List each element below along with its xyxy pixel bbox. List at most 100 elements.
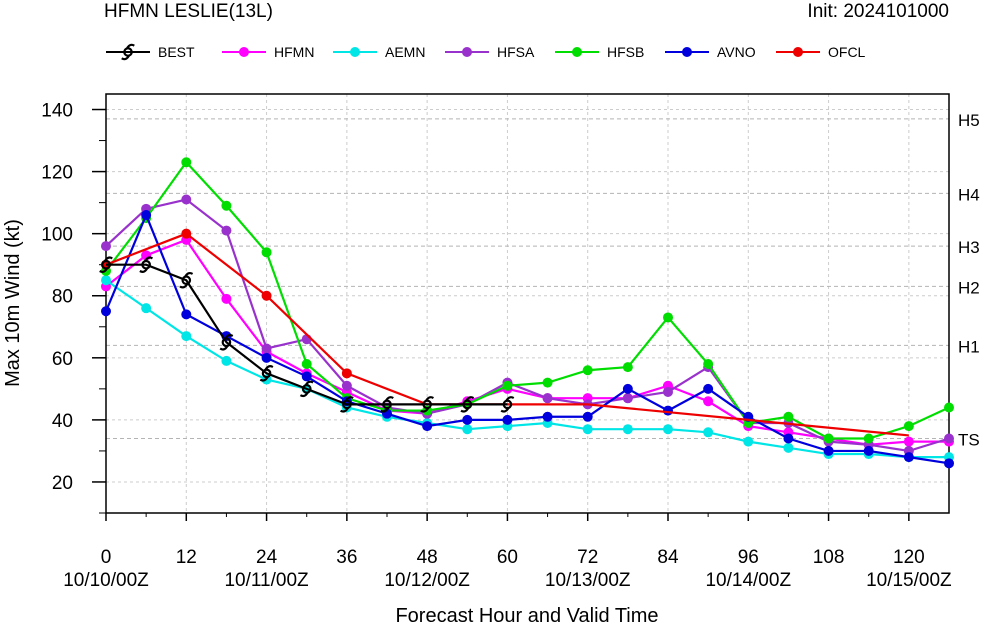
data-point — [301, 359, 312, 370]
x-tick-label: 60 — [497, 547, 518, 568]
data-point — [622, 393, 633, 404]
best-marker-arm — [264, 365, 274, 371]
best-marker-arm — [139, 267, 149, 273]
x-tick-label: 0 — [101, 547, 112, 568]
legend: BEST HFMN AEMN HFSA HFSB AVNO OFCL — [106, 43, 866, 61]
x-tick-label: 12 — [176, 547, 197, 568]
data-point — [582, 424, 593, 435]
series-line — [104, 212, 950, 465]
y-tick-label: 100 — [41, 225, 73, 246]
data-point — [460, 396, 475, 413]
series-best — [99, 256, 515, 413]
best-marker-arm — [121, 54, 131, 61]
series-line — [105, 238, 949, 446]
x-tick-label: 96 — [738, 547, 759, 568]
x-tick-label: 36 — [336, 547, 357, 568]
best-marker-arm — [460, 407, 470, 413]
data-point — [944, 433, 954, 444]
x-date-label: 10/12/00Z — [384, 570, 470, 591]
legend-swatch-marker — [572, 47, 582, 57]
data-point — [101, 275, 111, 286]
axes: 0 12 24 36 48 60 72 84 96 108 120 10/10/00Z 10/11/00… — [41, 101, 952, 591]
x-tick-label: 24 — [256, 547, 278, 568]
data-point — [462, 414, 473, 425]
x-tick-label: 108 — [813, 547, 845, 568]
data-point — [663, 386, 673, 397]
data-point — [221, 355, 232, 366]
data-point — [221, 293, 232, 304]
x-date-label: 10/11/00Z — [224, 570, 309, 591]
data-point — [99, 256, 113, 273]
data-point — [863, 445, 874, 456]
data-point — [703, 427, 714, 438]
category-label: H3 — [958, 238, 980, 257]
y-tick-label: 40 — [52, 411, 73, 432]
best-marker-arm — [339, 407, 350, 413]
x-date-label: 10/15/00Z — [866, 570, 952, 591]
data-point — [743, 436, 754, 447]
best-marker-arm — [304, 380, 314, 387]
data-point — [582, 411, 593, 422]
best-marker-arm — [505, 396, 515, 402]
best-marker-arm — [465, 396, 475, 402]
data-point — [542, 393, 553, 404]
x-date-label: 10/13/00Z — [545, 570, 631, 591]
data-point — [420, 396, 435, 413]
data-point — [462, 424, 473, 435]
data-point — [622, 424, 633, 435]
data-point — [663, 405, 673, 416]
data-point — [181, 157, 192, 168]
series-line — [105, 198, 950, 453]
y-tick-label: 20 — [52, 473, 73, 494]
legend-swatch-marker — [682, 47, 692, 57]
legend-item-best: BEST — [106, 43, 195, 61]
data-point — [783, 442, 794, 453]
data-point — [179, 271, 194, 289]
data-point — [259, 365, 274, 382]
legend-item-ofcl: OFCL — [776, 44, 866, 60]
category-label: H1 — [958, 337, 980, 356]
category-label: TS — [958, 431, 980, 450]
data-point — [502, 414, 513, 425]
data-point — [542, 411, 553, 422]
data-point — [663, 424, 673, 435]
best-marker-arm — [224, 334, 234, 340]
x-date-label: 10/14/00Z — [705, 570, 791, 591]
best-marker-arm — [420, 407, 430, 413]
x-tick-label: 120 — [893, 547, 925, 568]
data-point — [219, 334, 234, 351]
data-point — [944, 402, 954, 413]
best-marker-arm — [184, 271, 194, 278]
y-tick-label: 140 — [41, 101, 73, 122]
data-point — [339, 396, 354, 413]
best-marker-arm — [259, 376, 269, 382]
data-point — [502, 380, 513, 391]
best-marker-arm — [99, 267, 109, 273]
data-point — [823, 445, 834, 456]
x-axis-label: Forecast Hour and Valid Time — [395, 605, 658, 624]
legend-item-hfmn: HFMN — [222, 44, 314, 60]
x-tick-label: 48 — [417, 547, 438, 568]
best-marker-arm — [384, 396, 394, 402]
y-tick-label: 120 — [41, 163, 73, 184]
best-marker-arm — [380, 407, 390, 413]
data-point — [221, 200, 232, 211]
best-marker-arm — [143, 256, 154, 262]
data-point — [422, 421, 433, 432]
data-point — [181, 331, 192, 342]
data-point — [903, 436, 914, 447]
data-point — [703, 383, 714, 394]
legend-swatch-marker — [462, 47, 472, 57]
data-point — [261, 247, 272, 258]
data-point — [663, 312, 673, 323]
data-point — [261, 352, 272, 363]
chart-title: HFMN LESLIE(13L) — [104, 1, 273, 22]
data-point — [181, 309, 192, 320]
data-point — [863, 433, 874, 444]
legend-label: BEST — [158, 44, 195, 60]
x-tick-label: 84 — [657, 547, 679, 568]
best-marker-arm — [219, 345, 229, 351]
data-point — [139, 256, 154, 273]
data-point — [783, 411, 794, 422]
